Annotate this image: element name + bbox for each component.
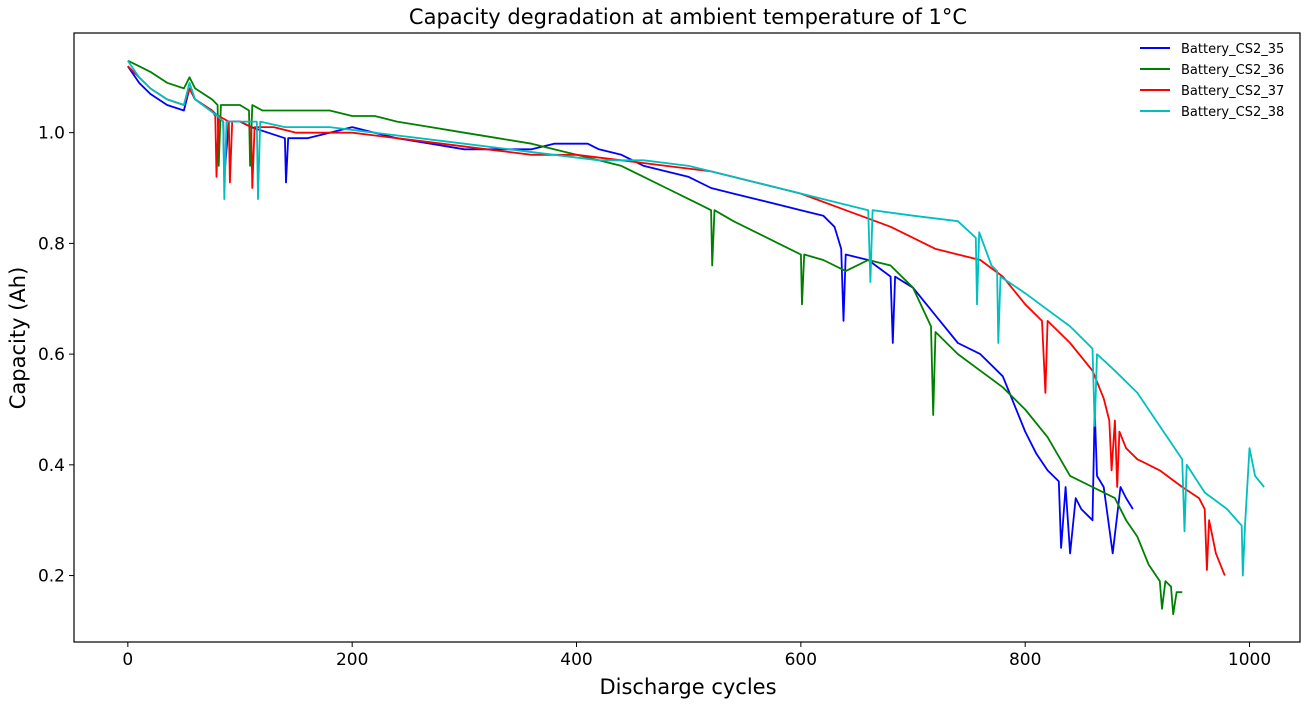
series-line-2	[127, 59, 1183, 616]
x-tick-label: 600	[785, 650, 817, 670]
y-tick-label: 0.8	[38, 234, 65, 254]
x-axis-ticks: 0 200 400 600 800 1000	[122, 642, 1271, 670]
x-tick-label: 800	[1009, 650, 1041, 670]
y-tick-label: 0.4	[38, 456, 65, 476]
series-layer	[127, 59, 1265, 616]
plot-area	[73, 32, 1301, 643]
y-tick-label: 0.2	[38, 567, 65, 587]
legend-label: Battery_CS2_36	[1181, 63, 1284, 78]
x-tick-label: 400	[560, 650, 592, 670]
y-axis-ticks: 0.2 0.4 0.6 0.8 1.0	[38, 124, 74, 587]
legend: Battery_CS2_35 Battery_CS2_36 Battery_CS2_…	[1140, 42, 1284, 120]
plot-frame	[73, 32, 1301, 643]
y-tick-label: 1.0	[38, 124, 65, 144]
y-axis-label: Capacity (Ah)	[6, 267, 30, 410]
chart-title: Capacity degradation at ambient temperat…	[409, 5, 967, 29]
series-line-1	[127, 65, 1134, 555]
series-line-4	[127, 60, 1265, 577]
legend-label: Battery_CS2_38	[1181, 105, 1284, 120]
x-tick-label: 0	[122, 650, 133, 670]
x-tick-label: 1000	[1228, 650, 1271, 670]
x-axis-label: Discharge cycles	[599, 675, 776, 699]
legend-label: Battery_CS2_37	[1181, 84, 1284, 99]
legend-label: Battery_CS2_35	[1181, 42, 1284, 57]
x-tick-label: 200	[336, 650, 368, 670]
y-tick-label: 0.6	[38, 345, 65, 365]
